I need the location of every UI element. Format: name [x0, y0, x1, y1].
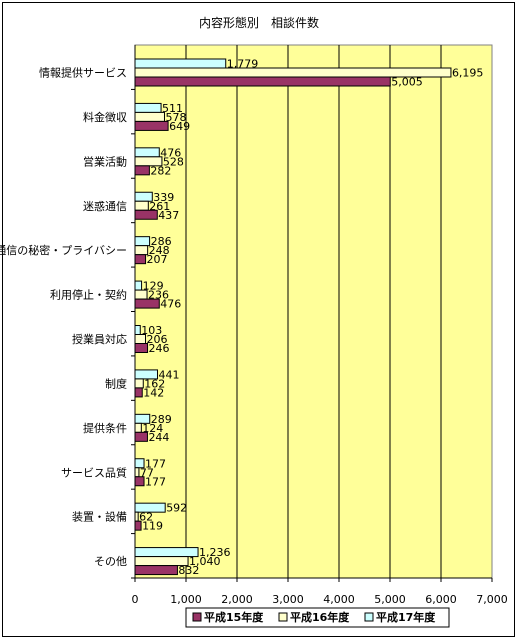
- data-label: 437: [158, 209, 179, 222]
- category-label: 制度: [105, 376, 127, 390]
- plot-area: [134, 44, 493, 579]
- bar: [134, 413, 151, 424]
- data-label: 244: [148, 431, 169, 444]
- data-label: 77: [140, 466, 154, 479]
- bar: [134, 378, 144, 389]
- category-label: 利用停止・契約: [50, 288, 127, 302]
- data-label: 124: [142, 422, 163, 435]
- bar: [134, 76, 391, 87]
- data-label: 1,236: [199, 546, 231, 559]
- data-label: 5,005: [391, 76, 423, 89]
- category-label: 情報提供サービス: [39, 66, 127, 80]
- bar: [134, 200, 149, 211]
- x-tick-label: 0: [132, 593, 139, 606]
- data-label: 246: [149, 342, 170, 355]
- data-label: 129: [143, 280, 164, 293]
- data-label: 528: [163, 155, 184, 168]
- bar: [134, 467, 140, 478]
- legend-swatch: [192, 612, 202, 622]
- legend-swatch: [364, 612, 374, 622]
- bar: [134, 334, 147, 344]
- data-label: 592: [166, 502, 187, 515]
- bar: [134, 58, 227, 69]
- data-label: 476: [160, 146, 181, 159]
- data-label: 62: [139, 511, 153, 524]
- bar: [134, 236, 151, 247]
- data-label: 476: [160, 298, 181, 311]
- x-tick-label: 4,000: [323, 593, 355, 606]
- bar: [134, 165, 150, 176]
- category-label: 授業員対応: [72, 332, 127, 346]
- data-label: 578: [165, 111, 186, 124]
- bar: [134, 325, 141, 335]
- bar: [134, 102, 162, 113]
- category-label: サービス品質: [61, 465, 127, 479]
- data-label: 177: [145, 475, 166, 488]
- x-tick-label: 6,000: [425, 593, 457, 606]
- bar: [134, 111, 165, 122]
- bar: [134, 502, 166, 513]
- data-label: 1,040: [189, 555, 221, 568]
- category-label: 迷惑通信: [83, 199, 127, 213]
- data-label: 162: [144, 377, 165, 390]
- bar: [134, 511, 139, 522]
- legend-label: 平成15年度: [204, 610, 264, 624]
- data-label: 206: [147, 333, 168, 346]
- data-label: 832: [178, 564, 199, 577]
- category-label: 通信の秘密・プライバシー: [0, 243, 127, 257]
- data-label: 261: [149, 200, 170, 213]
- category-label: その他: [94, 555, 127, 568]
- bar: [134, 120, 169, 131]
- bar: [134, 343, 149, 353]
- data-label: 511: [162, 102, 183, 115]
- bar: [134, 147, 160, 158]
- bar: [134, 520, 142, 531]
- data-label: 289: [151, 413, 172, 426]
- bar: [134, 289, 148, 300]
- bar: [134, 254, 147, 265]
- category-label: 営業活動: [83, 154, 127, 168]
- x-tick-label: 3,000: [272, 593, 304, 606]
- data-label: 236: [148, 289, 169, 302]
- bar: [134, 422, 142, 433]
- data-label: 207: [147, 253, 168, 266]
- legend-label: 平成17年度: [376, 610, 436, 624]
- data-label: 441: [158, 368, 179, 381]
- bar: [134, 458, 145, 469]
- x-tick-label: 1,000: [170, 593, 202, 606]
- category-label: 装置・設備: [72, 510, 127, 524]
- data-label: 103: [141, 324, 162, 337]
- data-label: 339: [153, 191, 174, 204]
- category-label: 提供条件: [83, 421, 127, 435]
- category-label: 料金徴収: [83, 110, 127, 124]
- bar: [134, 369, 158, 380]
- data-label: 119: [142, 520, 163, 533]
- bar: [134, 280, 143, 291]
- bar: [134, 476, 145, 487]
- x-tick-label: 2,000: [221, 593, 253, 606]
- x-tick-label: 7,000: [476, 593, 508, 606]
- bar: [134, 431, 148, 442]
- data-label: 248: [149, 244, 170, 257]
- bar: [134, 565, 178, 576]
- data-label: 1,779: [227, 58, 259, 71]
- bar: [134, 387, 143, 398]
- legend-swatch: [278, 612, 288, 622]
- bar: [134, 209, 158, 220]
- data-label: 177: [145, 457, 166, 470]
- data-label: 142: [143, 386, 164, 399]
- data-label: 649: [169, 120, 190, 133]
- legend-box: [185, 607, 450, 628]
- data-label: 6,195: [452, 67, 484, 80]
- x-tick-label: 5,000: [374, 593, 406, 606]
- legend-label: 平成16年度: [290, 610, 350, 624]
- bar: [134, 298, 160, 309]
- data-label: 286: [151, 235, 172, 248]
- data-label: 282: [150, 164, 171, 177]
- chart-title: 内容形態別 相談件数: [199, 15, 319, 30]
